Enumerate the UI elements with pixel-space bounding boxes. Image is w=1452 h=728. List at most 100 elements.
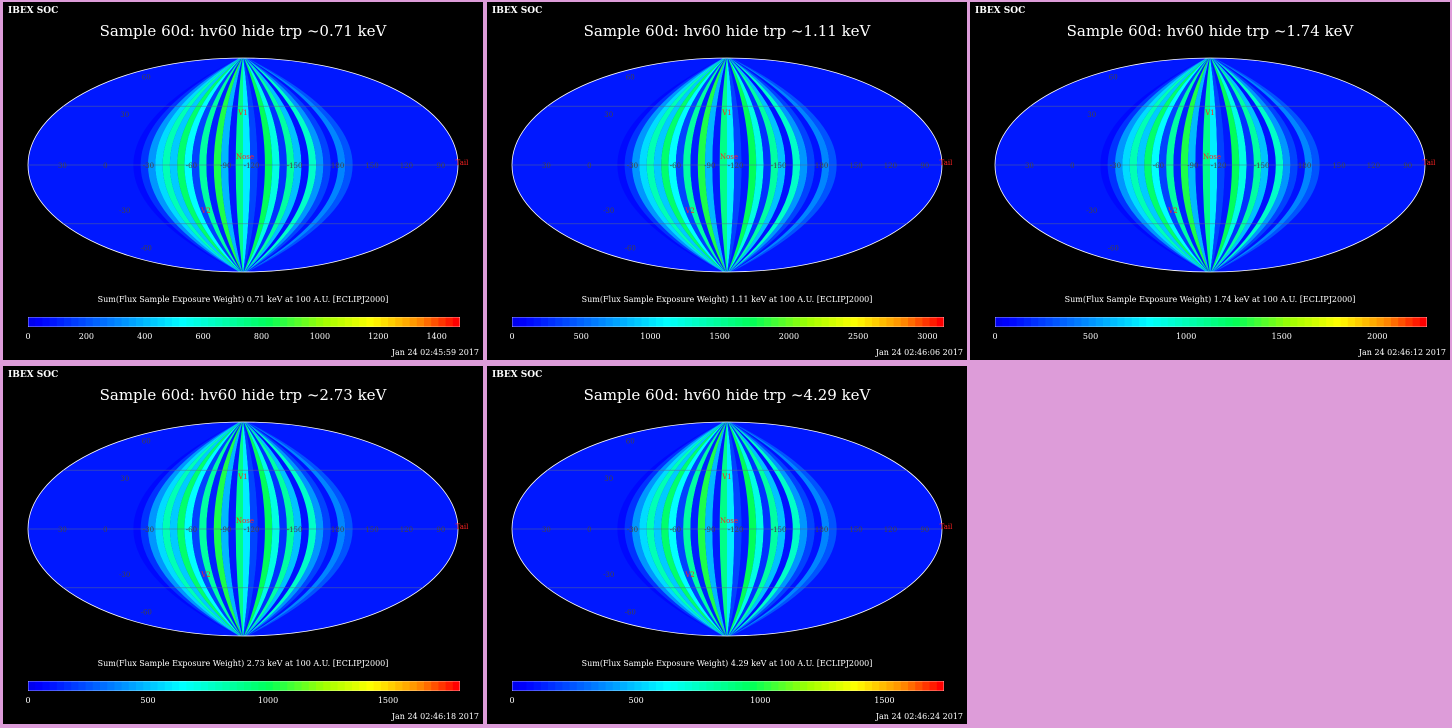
map-panel: IBEX SOC Sample 60d: hv60 hide trp ~4.29 …: [487, 366, 967, 724]
colorbar-cell: [908, 317, 916, 327]
sky-band: [1214, 58, 1320, 272]
chart-title: Sample 60d: hv60 hide trp ~1.74 keV: [1066, 22, 1354, 40]
colorbar-cell: [1247, 317, 1255, 327]
colorbar-cell: [359, 681, 367, 691]
lon-label: 180: [815, 162, 828, 170]
colorbar-cell: [908, 681, 916, 691]
colorbar-cell: [922, 681, 931, 691]
colorbar-cell: [1139, 317, 1147, 327]
sky-band: [245, 422, 317, 636]
colorbar-cell: [136, 317, 144, 327]
colorbar-cell: [569, 317, 578, 327]
colorbar-cell: [395, 681, 403, 691]
colorbar-cell: [641, 681, 650, 691]
colorbar-cell: [172, 681, 180, 691]
colorbar-cell: [337, 317, 346, 327]
colorbar-cell: [193, 681, 202, 691]
colorbar-cell: [1110, 317, 1118, 327]
colorbar-cell: [424, 317, 432, 327]
lat-label: 30: [1087, 111, 1096, 119]
colorbar-cell: [749, 317, 758, 327]
colorbar-cell: [641, 317, 650, 327]
colorbar-cell: [526, 317, 535, 327]
colorbar-cell: [749, 681, 758, 691]
sky-band: [244, 58, 295, 272]
timestamp: Jan 24 02:45:59 2017: [391, 348, 479, 357]
lon-label: 120: [884, 162, 897, 170]
colorbar-cell: [1146, 317, 1154, 327]
marker-label-nose: Nose: [720, 153, 738, 161]
colorbar-cell: [380, 317, 389, 327]
lon-label: -60: [670, 162, 681, 170]
timestamp: Jan 24 02:46:24 2017: [875, 712, 963, 721]
lon-label: -150: [771, 162, 787, 170]
lon-label: 180: [331, 526, 344, 534]
lon-label: -120: [244, 162, 260, 170]
colorbar-cell: [85, 317, 94, 327]
colorbar-cell: [1261, 317, 1270, 327]
colorbar-cell: [1319, 317, 1327, 327]
sky-band: [668, 58, 725, 272]
colorbar-cell: [28, 317, 36, 327]
lat-label: -60: [141, 609, 152, 617]
colorbar-cell: [1369, 317, 1378, 327]
lon-label: 150: [365, 162, 378, 170]
colorbar-cell: [1268, 317, 1277, 327]
sky-band: [727, 422, 749, 636]
map-panel: IBEX SOC Sample 60d: hv60 hide trp ~2.73 …: [3, 366, 483, 724]
colorbar-cell: [402, 681, 411, 691]
marker-label-nose: Nose: [720, 517, 738, 525]
lon-label: 90: [920, 526, 929, 534]
sky-band: [705, 422, 727, 636]
colorbar-tick-label: 2000: [778, 332, 800, 341]
colorbar-cell: [128, 681, 137, 691]
colorbar-cell: [562, 681, 571, 691]
sky-band: [653, 422, 725, 636]
colorbar-cell: [114, 681, 123, 691]
sky-band: [646, 58, 725, 272]
lon-label: -90: [704, 526, 715, 534]
colorbar-cell: [814, 317, 823, 327]
colorbar-cell: [208, 317, 216, 327]
sky-band: [245, 58, 317, 272]
sky-band: [244, 422, 295, 636]
sky-band: [246, 58, 331, 272]
sky-band: [206, 422, 242, 636]
colorbar-cell: [598, 317, 607, 327]
colorbar-cell: [634, 317, 643, 327]
sky-band: [1212, 58, 1291, 272]
sky-band: [1173, 58, 1209, 272]
colorbar-cell: [179, 317, 187, 327]
sky-band: [199, 58, 242, 272]
colorbar-cell: [280, 681, 288, 691]
sky-band: [675, 58, 726, 272]
sky-band: [697, 58, 727, 272]
colorbar-cell: [677, 317, 686, 327]
colorbar-cell: [836, 317, 844, 327]
colorbar-cell: [150, 681, 159, 691]
colorbar: [512, 681, 944, 691]
lat-label: 60: [1109, 73, 1118, 81]
sky-band: [705, 58, 727, 272]
marker-label-v2: V2: [200, 207, 211, 215]
colorbar-cell: [244, 317, 252, 327]
colorbar-cell: [857, 317, 866, 327]
sky-band: [247, 422, 353, 636]
sky-band: [728, 58, 764, 272]
lat-label: -30: [119, 571, 130, 579]
colorbar-cell: [222, 317, 231, 327]
lon-label: 90: [1403, 162, 1412, 170]
sky-band: [631, 58, 724, 272]
colorbar-cell: [388, 681, 396, 691]
sky-band: [1211, 58, 1247, 272]
chart-title: Sample 60d: hv60 hide trp ~4.29 keV: [583, 386, 871, 404]
colorbar: [28, 317, 460, 327]
colorbar-cell: [1103, 317, 1111, 327]
sky-band: [244, 422, 287, 636]
lon-label: 150: [849, 526, 862, 534]
colorbar-cell: [879, 681, 887, 691]
colorbar-cell: [929, 317, 938, 327]
colorbar-cell: [1052, 317, 1061, 327]
colorbar-cell: [836, 681, 844, 691]
sky-band: [184, 58, 241, 272]
